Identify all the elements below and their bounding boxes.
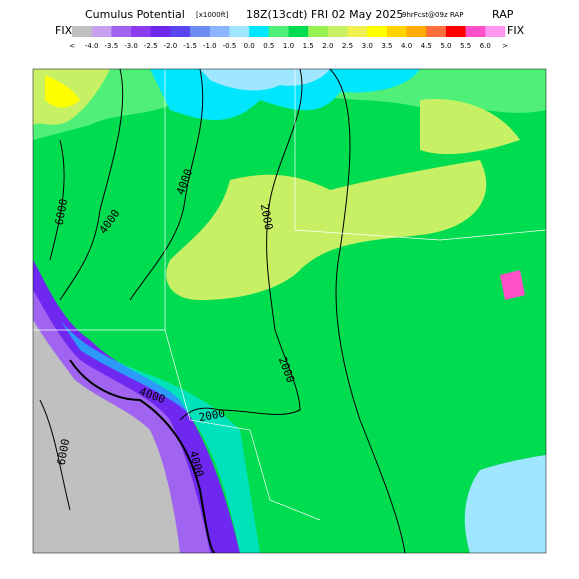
color-swatch — [406, 26, 427, 37]
colorbar-label: -1.5 — [183, 42, 197, 50]
field — [464, 455, 546, 553]
color-swatch — [445, 26, 466, 37]
colorbar-label: 0.0 — [244, 42, 255, 50]
color-swatch — [72, 26, 92, 37]
colorbar-label: 2.0 — [322, 42, 333, 50]
fix-left: FIX — [55, 24, 73, 37]
color-swatch — [288, 26, 309, 37]
color-swatch — [426, 26, 447, 37]
colorbar-label: < — [69, 42, 75, 50]
color-swatch — [229, 26, 250, 37]
map-border — [32, 68, 547, 554]
contour-label: 2000 — [258, 203, 275, 231]
color-swatch — [111, 26, 132, 37]
contour-label: 2000 — [198, 407, 226, 424]
field — [60, 320, 260, 553]
color-swatch — [131, 26, 152, 37]
contour-label: 6000 — [55, 438, 72, 466]
color-swatch — [367, 26, 388, 37]
forecast: 9hrFcst@09z RAP — [402, 11, 463, 19]
colorbar-label: 4.0 — [401, 42, 412, 50]
colorbar-label: 4.5 — [421, 42, 432, 50]
colorbar-label: -0.5 — [223, 42, 237, 50]
color-swatch — [327, 26, 348, 37]
colorbar-label: 5.0 — [440, 42, 451, 50]
color-swatch — [308, 26, 329, 37]
field — [500, 270, 525, 300]
valid-time: 18Z(13cdt) FRI 02 May 2025 — [246, 8, 403, 21]
field — [166, 160, 487, 300]
contour-label: 6000 — [53, 198, 70, 226]
color-swatch — [268, 26, 289, 37]
colorbar-label: -4.0 — [85, 42, 99, 50]
colorbar-label: 6.0 — [480, 42, 491, 50]
field — [33, 320, 180, 553]
colorbar-label: -3.5 — [105, 42, 119, 50]
colorbar-label: 2.5 — [342, 42, 353, 50]
contours — [39, 69, 406, 553]
colorbar-label: -2.5 — [144, 42, 158, 50]
field — [420, 99, 520, 155]
colorbar-label: 1.0 — [283, 42, 294, 50]
colorbar: < -4.0 -3.5 -3.0 -2.5 -2.0 -1.5 -1.0 -0.5 0.0 0.5 1… — [69, 26, 508, 50]
boundaries — [33, 69, 546, 521]
colorbar-label: 5.5 — [460, 42, 471, 50]
color-swatch — [209, 26, 230, 37]
colorbar-label: 0.5 — [263, 42, 274, 50]
color-swatch — [386, 26, 407, 37]
colorbar-label: -1.0 — [203, 42, 217, 50]
units: [x1000ft] — [196, 11, 229, 19]
color-swatch — [465, 26, 486, 37]
color-swatch — [249, 26, 270, 37]
colorbar-label: 3.5 — [381, 42, 392, 50]
color-swatch — [150, 26, 171, 37]
title: Cumulus Potential — [85, 8, 185, 21]
field — [200, 69, 330, 91]
fix-right: FIX — [507, 24, 525, 37]
colorbar-label: 1.5 — [303, 42, 314, 50]
map — [33, 69, 546, 553]
field — [45, 75, 80, 108]
color-swatch — [485, 26, 506, 37]
colorbar-label: -3.0 — [124, 42, 138, 50]
color-swatch — [347, 26, 368, 37]
color-swatch — [170, 26, 191, 37]
colorbar-label: 3.0 — [362, 42, 373, 50]
color-swatch — [91, 26, 112, 37]
color-swatch — [190, 26, 211, 37]
model: RAP — [492, 8, 514, 21]
colorbar-label: > — [502, 42, 508, 50]
colorbar-label: -2.0 — [164, 42, 178, 50]
